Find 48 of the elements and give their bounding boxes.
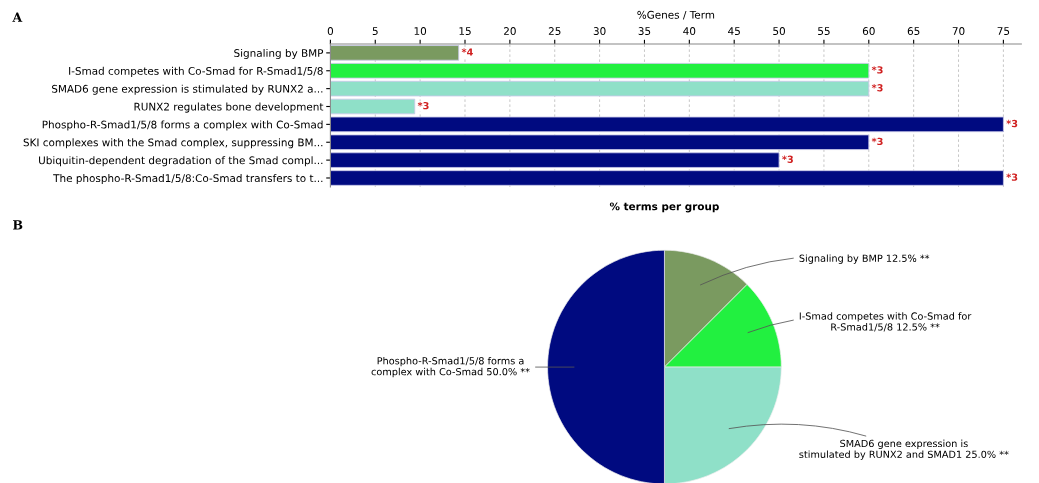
bar [330, 134, 870, 150]
x-tick-label: 45 [728, 27, 740, 35]
x-tick-label: 60 [862, 27, 875, 35]
x-tick-label: 50 [773, 27, 785, 35]
slice-label: Phospho-R-Smad1/5/8 forms a complex with Co-Smad 50.0% ** [371, 356, 530, 378]
slice-label: I-Smad competes with Co-Smad for R-Smad1/5/8 12.5% ** [799, 312, 972, 332]
x-tick-label: 35 [638, 27, 651, 35]
annotation: *3 [1006, 119, 1018, 128]
bar [330, 116, 1004, 133]
annotation: *3 [871, 84, 883, 92]
chart-title: % terms per group [609, 202, 719, 213]
slice-label: SMAD6 gene expression is stimulated by RUNX2 and SMAD1 25.0% ** [799, 439, 1009, 460]
y-tick-label: Ubiquitin-dependent degradation of the Smad compl... [39, 156, 323, 167]
bar [330, 80, 870, 97]
bar [330, 152, 780, 168]
x-axis-title: %Genes / Term [637, 10, 715, 20]
bar [330, 170, 1004, 186]
annotation: *3 [782, 155, 793, 163]
y-tick-label: RUNX2 regulates bone development [134, 102, 324, 113]
annotation: *4 [461, 48, 473, 56]
x-tick-label: 65 [907, 27, 920, 35]
x-tick-label: 70 [952, 27, 965, 35]
y-tick-label: Signaling by BMP [234, 48, 324, 60]
bar [330, 45, 460, 61]
x-tick-label: 10 [414, 27, 427, 35]
annotation: *3 [1006, 173, 1018, 181]
x-tick-label: 5 [372, 27, 378, 35]
text: A [12, 12, 23, 22]
x-tick-label: 75 [997, 27, 1010, 35]
annotation: *3 [871, 137, 883, 146]
x-tick-label: 25 [548, 27, 561, 35]
bar [330, 63, 870, 79]
x-tick-label: 20 [504, 27, 516, 35]
annotation: *3 [871, 66, 883, 74]
y-tick-label: The phospho-R-Smad1/5/8:Co-Smad transfers to t... [53, 174, 323, 185]
x-tick-label: 0 [327, 27, 334, 35]
y-tick-label: SMAD6 gene expression is stimulated by RUNX2 a... [52, 84, 323, 95]
bar [330, 98, 416, 115]
slice-label: Signaling by BMP 12.5% ** [799, 254, 930, 264]
text: B [13, 220, 23, 230]
annotation: *3 [417, 101, 429, 110]
x-tick-label: 55 [818, 27, 830, 35]
x-tick-label: 30 [593, 27, 606, 35]
y-tick-label: I-Smad competes with Co-Smad for R-Smad1/5/8 [69, 66, 323, 77]
x-tick-label: 15 [459, 27, 471, 35]
x-tick-label: 40 [683, 27, 696, 35]
y-tick-label: SKI complexes with the Smad complex, suppressing BM... [23, 138, 323, 149]
y-tick-label: Phospho-R-Smad1/5/8 forms a complex with Co-Smad [42, 120, 323, 131]
